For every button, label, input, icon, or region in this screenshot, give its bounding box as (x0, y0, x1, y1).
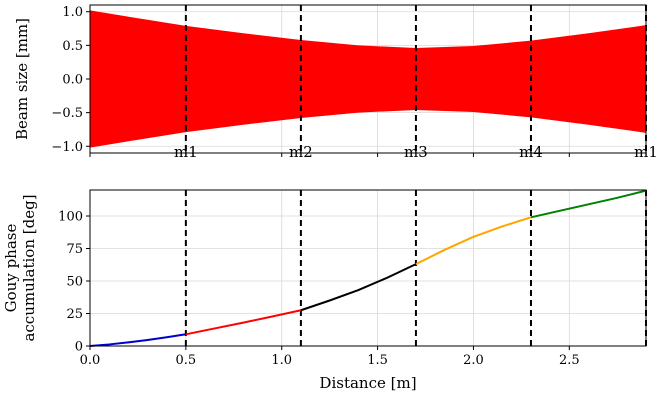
bot-xtick-label: 2.0 (463, 353, 484, 368)
top-ytick-label: 0.5 (62, 39, 83, 54)
bot-xtick-label: 1.0 (271, 353, 292, 368)
top-ylabel: Beam size [mm] (13, 18, 31, 140)
gouy-segment-3 (415, 216, 532, 265)
top-ytick-label: −1.0 (51, 140, 83, 155)
top-ytick-label: 0.0 (62, 73, 83, 88)
gouy-phase-plot: 0 25 50 75 100 0.0 0.5 1.0 1.5 2.0 2.5 Distance [m]… (2, 189, 647, 392)
bot-ylabel-line-1: Gouy phase (2, 224, 20, 313)
marker-label-2: m3 (404, 143, 428, 161)
bot-xtick-label: 1.5 (367, 353, 388, 368)
marker-label-0: m1 (174, 143, 198, 161)
bot-ytick-label: 75 (66, 242, 83, 257)
gouy-segment-1 (185, 309, 302, 336)
bot-xtick-label: 0.0 (80, 353, 101, 368)
beam-envelope (90, 10, 646, 148)
bot-ytick-label: 50 (66, 275, 83, 290)
top-ytick-label: 1.0 (62, 5, 83, 20)
bot-ytick-label: 0 (75, 340, 83, 355)
bot-xlabel: Distance [m] (319, 374, 416, 392)
gouy-segment-2 (300, 263, 417, 312)
bot-ytick-label: 25 (66, 307, 83, 322)
marker-label-3: m4 (519, 143, 543, 161)
top-ytick-label: −0.5 (51, 106, 83, 121)
bot-frame (89, 189, 647, 347)
bot-xtick-label: 0.5 (176, 353, 197, 368)
gouy-segment-0 (89, 333, 187, 347)
top-frame (89, 4, 647, 154)
bot-xtick-label: 2.5 (559, 353, 580, 368)
bot-ytick-label: 100 (58, 210, 83, 225)
bot-ylabel-line-2: accumulation [deg] (20, 194, 38, 341)
gouy-segment-4 (530, 189, 647, 219)
marker-label-1: m2 (289, 143, 313, 161)
